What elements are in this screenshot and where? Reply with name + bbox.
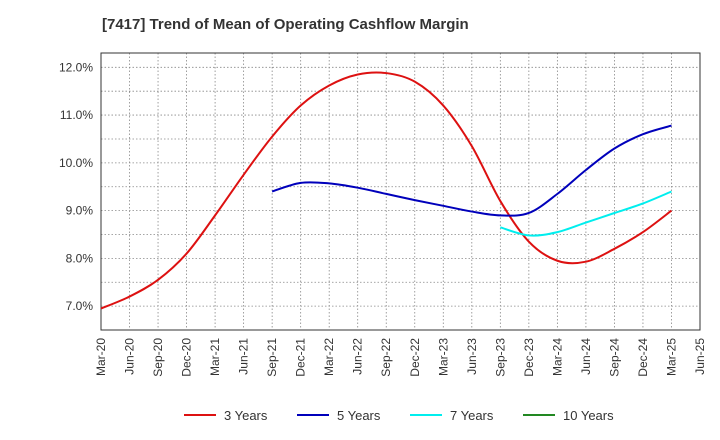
y-tick-label: 12.0% <box>59 60 93 74</box>
y-tick-label: 10.0% <box>59 156 93 170</box>
x-tick-label: Mar-23 <box>436 338 450 376</box>
x-tick-label: Jun-24 <box>579 338 593 375</box>
x-tick-label: Sep-22 <box>379 338 393 377</box>
grid-lines <box>100 53 701 330</box>
legend-label-3-years: 3 Years <box>224 408 268 423</box>
x-tick-label: Dec-20 <box>180 338 194 377</box>
legend: 3 Years 5 Years 7 Years 10 Years <box>184 408 614 423</box>
legend-label-7-years: 7 Years <box>450 408 494 423</box>
x-tick-label: Dec-21 <box>294 338 308 377</box>
x-tick-label: Sep-20 <box>151 338 165 377</box>
x-tick-label: Mar-20 <box>94 338 108 376</box>
x-tick-label: Jun-22 <box>351 338 365 375</box>
y-tick-label: 11.0% <box>60 108 93 122</box>
x-tick-label: Dec-24 <box>636 338 650 377</box>
x-tick-label: Dec-23 <box>522 338 536 377</box>
x-tick-label: Mar-21 <box>208 338 222 376</box>
plot-frame <box>100 52 701 331</box>
series-line-5-years <box>271 124 672 217</box>
x-tick-label: Jun-20 <box>123 338 137 375</box>
series-lines <box>100 71 673 310</box>
x-tick-label: Sep-21 <box>265 338 279 377</box>
legend-label-10-years: 10 Years <box>563 408 614 423</box>
x-tick-label: Mar-25 <box>664 338 678 376</box>
x-tick-label: Mar-22 <box>322 338 336 376</box>
chart-title: [7417] Trend of Mean of Operating Cashfl… <box>102 16 469 33</box>
x-tick-label: Sep-23 <box>493 338 507 377</box>
y-tick-label: 7.0% <box>66 299 94 313</box>
x-tick-label: Jun-21 <box>237 338 251 375</box>
x-axis-ticks: Mar-20 Jun-20 Sep-20 Dec-20 Mar-21 Jun-21 Sep-… <box>94 338 707 377</box>
y-tick-label: 9.0% <box>66 204 94 218</box>
x-tick-label: Dec-22 <box>408 338 422 377</box>
series-line-7-years <box>500 190 672 237</box>
y-axis-ticks: 7.0% 8.0% 9.0% 10.0% 11.0% 12.0% <box>59 60 93 313</box>
x-tick-label: Sep-24 <box>607 338 621 377</box>
legend-label-5-years: 5 Years <box>337 408 381 423</box>
y-tick-label: 8.0% <box>66 251 94 265</box>
x-tick-label: Mar-24 <box>550 338 564 376</box>
x-tick-label: Jun-23 <box>465 338 479 375</box>
x-tick-label: Jun-25 <box>693 338 707 375</box>
series-line-3-years <box>100 71 673 310</box>
